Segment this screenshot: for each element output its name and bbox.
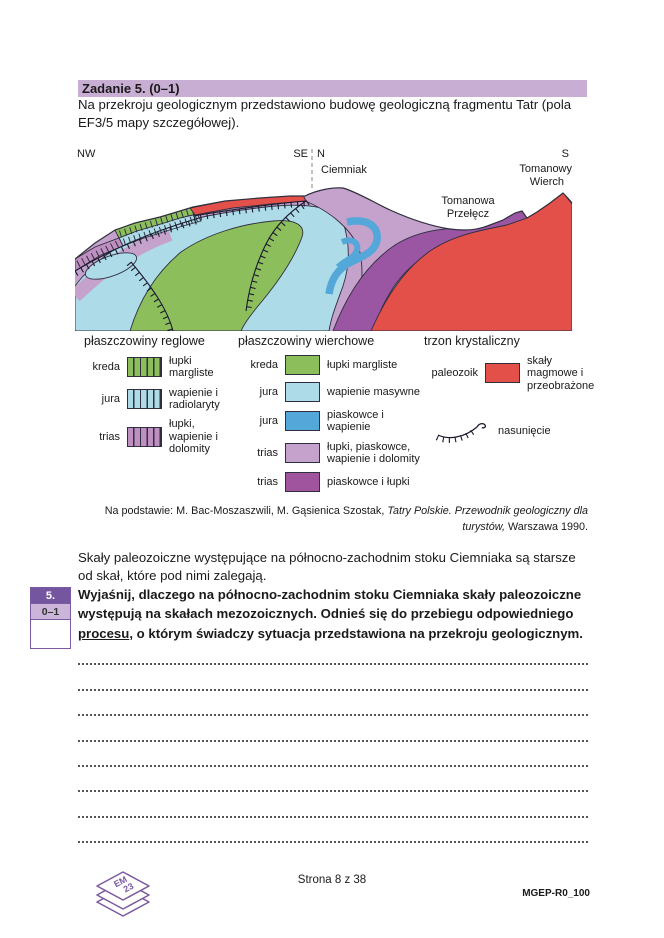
legend-row: jura piaskowce i wapienie [259,409,384,434]
question-part2: , o którym świadczy sytuacja przedstawio… [129,625,583,641]
label-tomanowa-1: Tomanowa [441,195,495,207]
legend: płaszczowiny reglowe kreda łupki marglis… [78,334,595,499]
statement-paragraph: Skały paleozoiczne występujące na północ… [78,550,576,584]
thrust-lines [75,200,310,331]
label-ciemniak: Ciemniak [321,164,367,176]
label-nw: NW [77,148,96,160]
cross-section-svg: NW SE N S Ciemniak Tomanowa Przełęcz Tom… [74,148,573,331]
legend-row: trias piaskowce i łupki [238,472,424,493]
exam-logo: EM 23 [92,860,154,927]
legend-title-reglowe: płaszczowiny reglowe [84,334,205,348]
legend-row: trias łupki, wapienie i dolomity [99,418,218,455]
source-title-italic: Tatry Polskie. Przewodnik geologiczny dl… [387,505,588,534]
answer-line[interactable] [78,792,588,818]
swatch-trias-lupki-piaskowce [285,442,320,463]
legend-row: jura wapienie masywne [238,382,424,402]
legend-row-nasuniecie: nasunięcie [434,418,590,444]
label-s: S [562,148,569,160]
surface-outline [74,187,573,260]
swatch-trias-piaskowce-lupki [285,472,320,493]
layer-kreda-green [129,220,304,331]
task-header: Zadanie 5. (0–1) [78,80,587,97]
swatch-trias-reglowa-hatched [127,426,162,447]
source-suffix: Warszawa 1990. [504,521,588,534]
label-n: N [317,148,325,160]
legend-row: kreda łupki margliste [92,355,214,380]
intro-paragraph: Na przekroju geologicznym przedstawiono … [78,97,572,131]
logo-text-line2: 23 [122,881,136,895]
label-se: SE [293,148,308,160]
legend-column-wierchowe: płaszczowiny wierchowe kreda łupki margl… [238,334,424,499]
swatch-jura-wapienie-masywne [285,382,320,402]
source-citation: Na podstawie: M. Bac-Moszaszwili, M. Gąs… [78,503,588,535]
fold-jura-blue-outer [325,217,381,295]
legend-title-wierchowe: płaszczowiny wierchowe [238,334,375,348]
task-title: Zadanie 5. (0–1) [82,81,180,96]
nasuniecie-label: nasunięcie [498,424,551,437]
answer-line[interactable] [78,716,588,742]
task-box-blank [31,620,70,648]
legend-row: paleozoik skały magmowe i przeobrażone [431,355,595,392]
swatch-jura-piaskowce [285,411,320,432]
thrust-symbol-icon [435,422,487,443]
geological-cross-section: NW SE N S Ciemniak Tomanowa Przełęcz Tom… [74,146,590,341]
question-underlined-word: procesu [78,625,130,641]
answer-line[interactable] [78,665,588,691]
task-number: 5. [31,588,70,603]
document-code: MGEP-R0_100 [522,888,590,899]
swatch-kreda-reglowa-hatched [127,357,162,378]
task-number-box: 5. 0–1 [30,587,71,649]
legend-title-trzon: trzon krystaliczny [424,334,520,348]
answer-line[interactable] [78,691,588,717]
answer-line[interactable] [78,640,588,666]
stacked-pages-icon: EM 23 [96,871,150,917]
legend-column-reglowe: płaszczowiny reglowe kreda łupki marglis… [84,334,236,462]
answer-line[interactable] [78,742,588,767]
fold-jura-blue-inner [335,237,361,270]
answer-line[interactable] [78,818,588,844]
legend-column-trzon: trzon krystaliczny paleozoik skały magmo… [424,334,595,444]
swatch-jura-reglowa-hatched [127,388,162,409]
legend-row: trias łupki, piaskowce, wapienie i dolom… [257,440,420,465]
lens-light-blue [84,252,138,280]
task-points: 0–1 [31,603,70,620]
question-text: Wyjaśnij, dlaczego na północno-zachodnim… [78,585,590,643]
answer-area [78,640,588,844]
source-prefix: Na podstawie: M. Bac-Moszaszwili, M. Gąs… [104,505,388,517]
answer-line[interactable] [78,767,588,793]
question-part1: Wyjaśnij, dlaczego na północno-zachodnim… [78,587,582,622]
legend-row: jura wapienie i radiolaryty [101,386,220,411]
legend-row: kreda łupki margliste [238,355,424,375]
label-tomanowa-2: Przełęcz [447,208,489,220]
label-tomanowy-1: Tomanowy [519,163,572,175]
swatch-paleozoik-red [485,363,520,384]
swatch-kreda-wierchowa [285,355,320,375]
page-number: Strona 8 z 38 [297,874,367,886]
label-tomanowy-2: Wierch [530,176,564,188]
